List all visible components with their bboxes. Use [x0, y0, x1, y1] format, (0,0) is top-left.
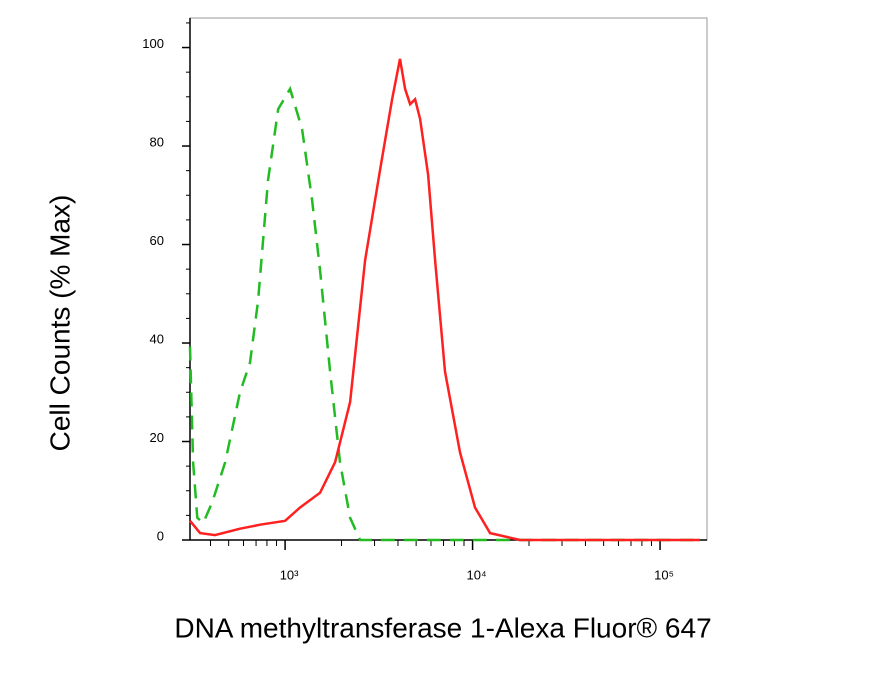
y-axis-label: Cell Counts (% Max) [44, 195, 75, 452]
y-tick-label: 0 [157, 528, 164, 543]
y-tick-label: 60 [150, 233, 164, 248]
x-axis-label: DNA methyltransferase 1-Alexa Fluor® 647 [174, 612, 711, 643]
series-line [188, 85, 700, 542]
series-line [189, 58, 700, 542]
plot-frame [189, 17, 708, 541]
y-tick-label: 40 [150, 331, 164, 346]
x-tick-label: 10³ [280, 567, 299, 582]
x-tick-label: 10⁵ [654, 567, 674, 582]
x-tick-label: 10⁴ [467, 567, 487, 582]
y-tick-label: 80 [150, 134, 164, 149]
y-tick-label: 20 [150, 430, 164, 445]
y-tick-label: 100 [142, 36, 164, 51]
